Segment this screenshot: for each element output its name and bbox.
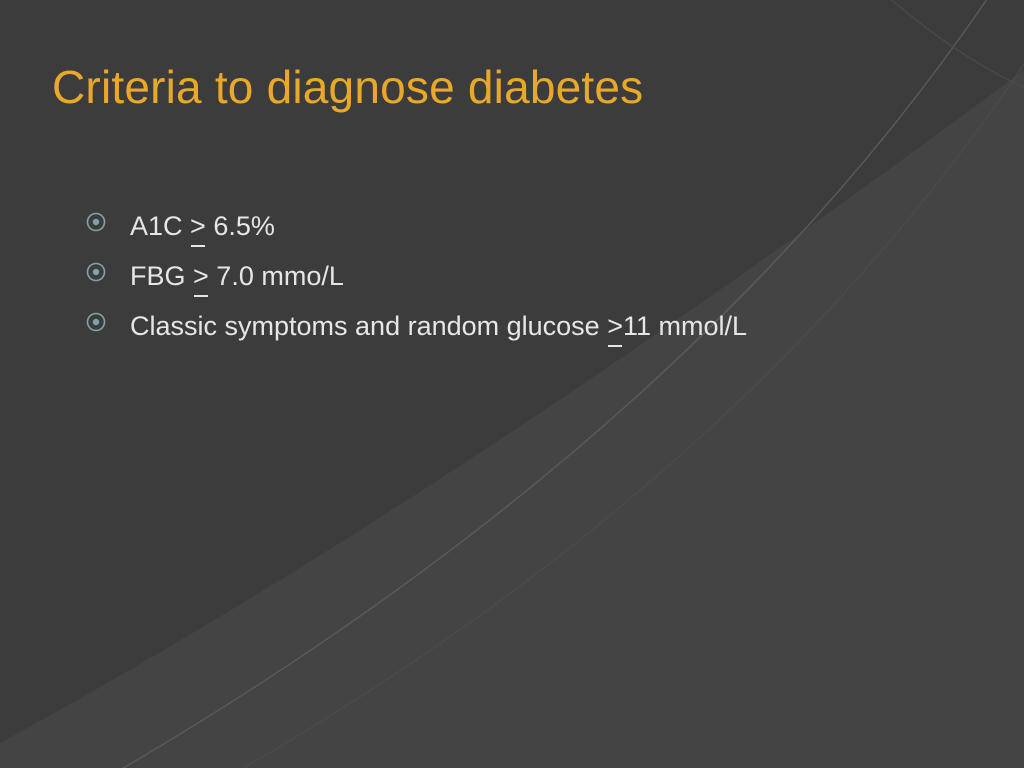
bullet-text-pre: A1C <box>130 211 190 241</box>
bullet-text-pre: FBG <box>130 261 193 291</box>
gte-symbol: > <box>607 306 623 348</box>
bullet-target-icon <box>86 312 106 332</box>
slide-content: Criteria to diagnose diabetes A1C > 6.5%… <box>0 0 1024 348</box>
bullet-text-pre: Classic symptoms and random glucose <box>130 311 607 341</box>
bullet-text-post: 6.5% <box>206 211 275 241</box>
slide-title: Criteria to diagnose diabetes <box>52 60 972 114</box>
slide: Criteria to diagnose diabetes A1C > 6.5%… <box>0 0 1024 768</box>
bullet-item: A1C > 6.5% <box>130 206 912 248</box>
bullet-target-icon <box>86 262 106 282</box>
bullet-item: Classic symptoms and random glucose >11 … <box>130 306 912 348</box>
bullet-list: A1C > 6.5% FBG > 7.0 mmo/L Classic sympt… <box>52 206 972 348</box>
gte-symbol: > <box>190 206 206 248</box>
bullet-text-post: 11 mmol/L <box>623 311 747 341</box>
bullet-target-icon <box>86 212 106 232</box>
bullet-item: FBG > 7.0 mmo/L <box>130 256 912 298</box>
bullet-text-post: 7.0 mmo/L <box>209 261 344 291</box>
gte-symbol: > <box>193 256 209 298</box>
